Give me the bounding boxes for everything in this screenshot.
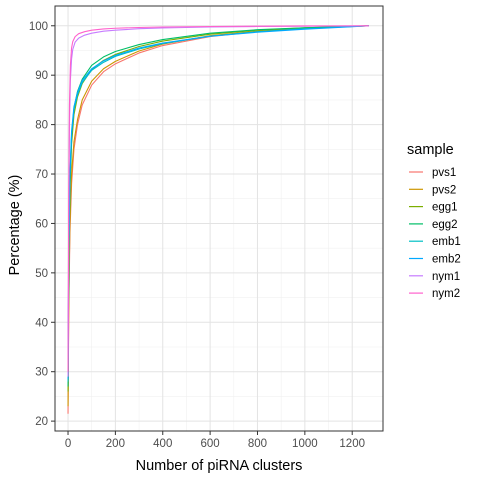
y-tick-label: 50 [35, 268, 48, 280]
x-axis: 0 200 400 600 800 1000 1200 [65, 431, 365, 450]
y-tick-label: 80 [35, 120, 48, 132]
y-tick-label: 100 [29, 21, 48, 33]
x-tick-label: 400 [153, 438, 172, 450]
x-tick-label: 1200 [339, 438, 365, 450]
y-tick-label: 70 [35, 169, 48, 181]
legend-label-pvs1: pvs1 [432, 167, 456, 179]
y-axis-label: Percentage (%) [7, 175, 23, 276]
series-line-nym2 [67, 25, 369, 372]
y-tick-label: 40 [35, 317, 48, 329]
legend-label-egg1: egg1 [432, 202, 458, 214]
x-tick-label: 600 [201, 438, 220, 450]
x-tick-label: 1000 [292, 438, 318, 450]
series-line-emb2 [67, 25, 369, 380]
panel-border [54, 5, 384, 432]
legend-title: sample [407, 142, 454, 158]
y-tick-label: 90 [35, 70, 48, 82]
y-tick-label: 20 [35, 416, 48, 428]
grid-major [55, 6, 383, 431]
legend-label-nym1: nym1 [432, 271, 460, 283]
x-tick-label: 800 [248, 438, 267, 450]
y-tick-label: 60 [35, 218, 48, 230]
legend: sample pvs1 pvs2 egg1 egg2 emb1 emb2 nym1 nym2 [407, 142, 461, 300]
legend-label-emb1: emb1 [432, 236, 461, 248]
x-tick-label: 0 [65, 438, 71, 450]
x-tick-label: 200 [106, 438, 125, 450]
y-axis: 20 30 40 50 60 70 80 90 100 [29, 21, 55, 428]
grid-minor [55, 6, 383, 431]
legend-label-egg2: egg2 [432, 219, 458, 231]
legend-label-emb2: emb2 [432, 254, 461, 266]
y-tick-label: 30 [35, 367, 48, 379]
series-layer [67, 25, 369, 414]
legend-label-nym2: nym2 [432, 288, 460, 300]
legend-items: pvs1 pvs2 egg1 egg2 emb1 emb2 nym1 nym2 [409, 167, 461, 300]
x-axis-label: Number of piRNA clusters [136, 458, 303, 474]
legend-label-pvs2: pvs2 [432, 184, 456, 196]
